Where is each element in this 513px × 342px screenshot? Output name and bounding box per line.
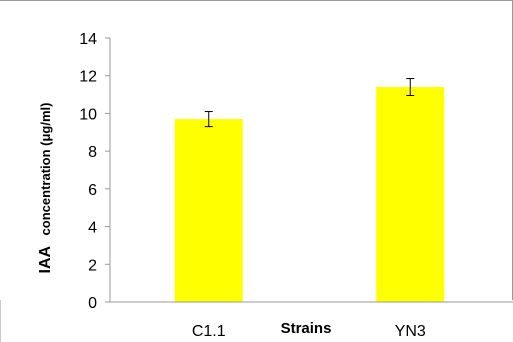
y-axis-title: IAA concentration (μg/ml) xyxy=(37,103,54,274)
y-axis-ticks: 0 2 4 6 8 10 12 14 xyxy=(79,31,110,312)
y-axis-title-sub: concentration (μg/ml) xyxy=(38,103,53,236)
y-tick-label: 8 xyxy=(88,144,97,161)
y-tick-label: 12 xyxy=(79,69,97,86)
y-axis-title-main: IAA xyxy=(37,245,54,273)
bar-series xyxy=(174,78,445,303)
bar xyxy=(174,119,243,302)
y-tick-label: 10 xyxy=(79,106,97,123)
x-axis-title: Strains xyxy=(281,320,332,337)
x-axis-tick-labels: C1.1 YN3 xyxy=(192,323,426,340)
x-tick-label: YN3 xyxy=(395,323,426,340)
x-tick-label: C1.1 xyxy=(192,323,226,340)
y-tick-label: 4 xyxy=(88,220,97,237)
y-tick-label: 0 xyxy=(88,295,97,312)
y-tick-label: 14 xyxy=(79,31,97,48)
y-tick-label: 2 xyxy=(88,257,97,274)
axes xyxy=(109,38,513,303)
bar xyxy=(376,87,445,303)
y-tick-label: 6 xyxy=(88,182,97,199)
